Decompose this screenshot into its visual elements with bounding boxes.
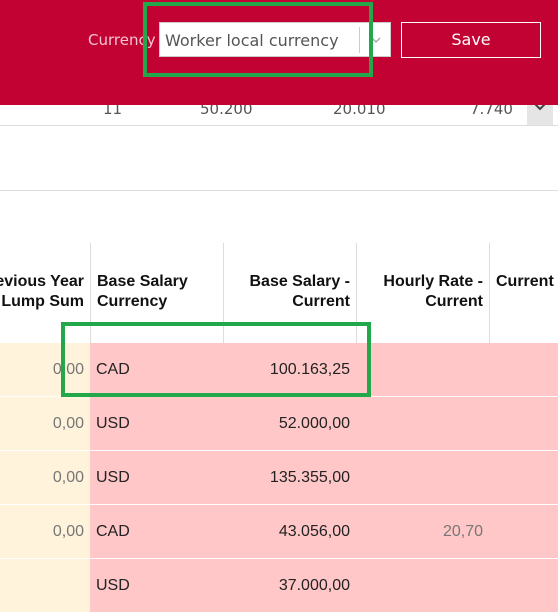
- chevron: [371, 37, 381, 44]
- save-button[interactable]: Save: [401, 22, 541, 58]
- cell: USD: [90, 559, 223, 612]
- cell: 135.355,00: [223, 451, 356, 504]
- column-header: Base Salary - Current: [223, 243, 356, 343]
- cell: 0,00: [0, 451, 90, 504]
- header-text: Base Salary Currency: [97, 273, 188, 310]
- chevron: [534, 103, 546, 111]
- header-text: Previous Year Lump Sum: [0, 273, 84, 310]
- column-header: Hourly Rate - Current: [356, 243, 489, 343]
- separator: [0, 190, 558, 191]
- column-header: Base Salary Currency: [90, 243, 223, 343]
- cell: 0,00: [0, 505, 90, 558]
- cell: CAD: [90, 505, 223, 558]
- currency-dropdown[interactable]: Worker local currency: [159, 22, 391, 57]
- cell: [489, 505, 558, 558]
- cell: [489, 397, 558, 450]
- header-text: Hourly Rate - Current: [383, 273, 483, 310]
- cell: 100.163,25: [223, 343, 356, 396]
- header-text: Current: [496, 273, 554, 290]
- column-header: Previous Year Lump Sum: [0, 243, 90, 343]
- cell: CAD: [90, 343, 223, 396]
- cell: 43.056,00: [223, 505, 356, 558]
- cell: 20,70: [356, 505, 489, 558]
- cell: [489, 451, 558, 504]
- currency-label: Currency: [88, 31, 156, 49]
- cell: 37.000,00: [223, 559, 356, 612]
- cell: [356, 559, 489, 612]
- column-header: Current: [489, 243, 558, 343]
- dropdown-value: Worker local currency: [165, 31, 339, 50]
- cell: USD: [90, 397, 223, 450]
- cell: [489, 343, 558, 396]
- top-bar: Currency Worker local currency Save: [0, 0, 558, 105]
- cell: [0, 559, 90, 612]
- cell: [489, 559, 558, 612]
- cell: [356, 343, 489, 396]
- cell: [356, 451, 489, 504]
- highlight-box: [61, 322, 371, 397]
- cell: 0,00: [0, 343, 90, 396]
- cell: USD: [90, 451, 223, 504]
- cell: [356, 397, 489, 450]
- highlight-box: [143, 2, 373, 77]
- cell: 0,00: [0, 397, 90, 450]
- dropdown-separator: [359, 27, 360, 53]
- header-text: Base Salary - Current: [249, 273, 350, 310]
- cell: 52.000,00: [223, 397, 356, 450]
